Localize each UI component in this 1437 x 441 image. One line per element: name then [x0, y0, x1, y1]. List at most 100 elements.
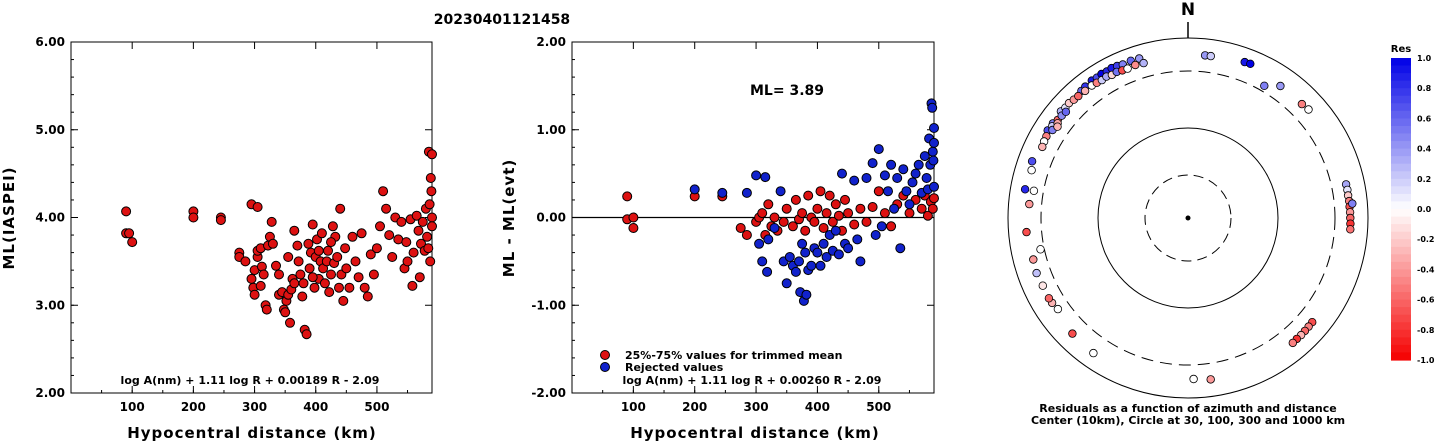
p0-point-s0-7: [215, 215, 226, 226]
p0-point-s0-56: [319, 278, 330, 289]
p1-point-s1-64: [927, 146, 938, 157]
p0-point-s0-84: [384, 230, 395, 241]
p1-point-s0-35: [840, 194, 850, 205]
colorbar-swatch-27: [1391, 261, 1411, 271]
p0-point-s0-102: [422, 231, 433, 242]
polar-point-71: [1044, 294, 1054, 303]
p1-point-s1-7: [762, 266, 773, 277]
legend-label-rejected: Rejected values: [625, 361, 724, 374]
p1-point-s1-2: [741, 187, 752, 198]
p0-point-s0-72: [347, 231, 358, 242]
p1-point-s1-26: [815, 260, 826, 271]
p1-point-s1-8: [763, 234, 774, 245]
colorbar-swatch-19: [1391, 201, 1411, 210]
p1-xtick-label-4: 500: [866, 400, 891, 414]
p0-point-s0-71: [344, 282, 355, 293]
p0-point-s0-0: [121, 206, 132, 217]
p1-point-s1-40: [867, 158, 878, 169]
p0-ylabel: ML(IASPEI): [0, 166, 18, 269]
p1-point-s1-21: [801, 289, 812, 300]
colorbar-tick-label-2: 0.6: [1417, 114, 1432, 123]
p0-point-s0-96: [413, 225, 424, 236]
p1-point-s0-6: [735, 223, 746, 233]
p0-point-s0-45: [303, 238, 314, 249]
p0-point-s0-76: [359, 282, 370, 293]
p0-point-s0-95: [411, 210, 422, 221]
p0-point-s0-66: [335, 203, 346, 214]
colorbar-tick-label-10: -1.0: [1417, 356, 1435, 365]
p0-point-s0-90: [401, 237, 412, 248]
p1-point-s1-16: [794, 256, 804, 267]
p0-point-s0-82: [378, 186, 389, 197]
p0-ytick-label-4: 6.00: [35, 35, 65, 49]
p1-point-s0-25: [809, 216, 820, 227]
p1-ylabel: ML - ML(evt): [500, 159, 518, 277]
p1-point-s1-36: [849, 175, 860, 186]
polar-point-24: [1123, 64, 1132, 73]
p1-point-s0-3: [628, 223, 639, 233]
p1-point-s0-26: [812, 203, 823, 214]
p0-point-s0-25: [267, 238, 278, 249]
colorbar-swatch-4: [1391, 88, 1411, 97]
p0-xtick-label-1: 200: [181, 400, 206, 414]
p0-point-s0-61: [327, 221, 338, 232]
p0-point-s0-113: [313, 245, 324, 256]
p0-point-s0-38: [292, 240, 303, 251]
p0-point-s0-88: [396, 216, 407, 227]
p0-xlabel: Hypocentral distance (km): [127, 424, 377, 441]
p0-plot-frame: [70, 41, 433, 394]
legend-marker-trimmed: [600, 350, 610, 360]
p1-point-s1-48: [892, 173, 903, 183]
polar-point-16: [1080, 86, 1090, 96]
polar-point-58: [1348, 199, 1357, 208]
p1-point-s1-68: [929, 181, 939, 192]
p0-point-s0-116: [289, 278, 300, 289]
p0-point-s0-93: [407, 280, 418, 291]
p1-point-s0-42: [879, 208, 890, 219]
p1-point-s1-15: [790, 266, 801, 277]
colorbar-swatch-7: [1391, 110, 1411, 119]
ring-100km: [1097, 127, 1279, 309]
p0-point-s0-103: [423, 243, 434, 254]
p1-point-s0-23: [803, 190, 814, 201]
colorbar-swatch-1: [1391, 65, 1411, 74]
colorbar-swatch-20: [1391, 209, 1411, 218]
colorbar-swatch-29: [1391, 276, 1411, 286]
colorbar-tick-label-5: 0.0: [1417, 205, 1432, 214]
colorbar-swatch-36: [1391, 329, 1411, 338]
p0-point-s0-106: [425, 256, 436, 267]
polar-point-47: [1297, 99, 1307, 109]
colorbar-swatch-11: [1391, 141, 1411, 150]
colorbar-tick-label-9: -0.8: [1417, 326, 1435, 335]
polar-point-44: [1246, 59, 1255, 68]
p0-point-s0-27: [274, 269, 284, 280]
polar-point-35: [1027, 157, 1037, 166]
p1-point-s1-27: [818, 238, 829, 249]
p1-point-s0-29: [821, 208, 832, 219]
p1-point-s1-58: [921, 173, 932, 183]
p0-ytick-label-0: 2.00: [35, 386, 65, 400]
p0-xtick-label-4: 500: [364, 400, 389, 414]
p1-point-s0-12: [763, 199, 774, 210]
p1-point-s0-32: [830, 199, 841, 210]
p0-point-s0-2: [124, 228, 135, 239]
p1-xtick-label-0: 100: [621, 400, 646, 414]
p1-point-s1-32: [833, 249, 844, 260]
p0-ytick-label-1: 3.00: [35, 298, 65, 312]
p0-ytick-label-2: 4.00: [35, 211, 65, 225]
p1-point-s1-25: [812, 247, 823, 258]
polar-caption-line-2: Center (10km), Circle at 30, 100, 300 an…: [1031, 414, 1345, 427]
p1-point-s1-63: [927, 102, 938, 113]
ring-300km: [1040, 70, 1336, 366]
polar-point-45: [1276, 81, 1285, 91]
colorbar-tick-label-6: -0.2: [1417, 235, 1435, 244]
colorbar-swatch-28: [1391, 269, 1411, 278]
p1-annotation: ML= 3.89: [750, 83, 824, 99]
p0-ytick-label-3: 5.00: [35, 123, 65, 137]
p1-ytick-label-1: -1.00: [531, 298, 566, 312]
p0-point-s0-75: [356, 228, 367, 239]
panel-polar-residuals: N Residuals as a function of azimuth and…: [1007, 0, 1435, 427]
p0-point-s0-107: [425, 173, 436, 183]
p0-point-s0-73: [350, 256, 361, 267]
p1-ytick-label-0: -2.00: [531, 386, 566, 400]
